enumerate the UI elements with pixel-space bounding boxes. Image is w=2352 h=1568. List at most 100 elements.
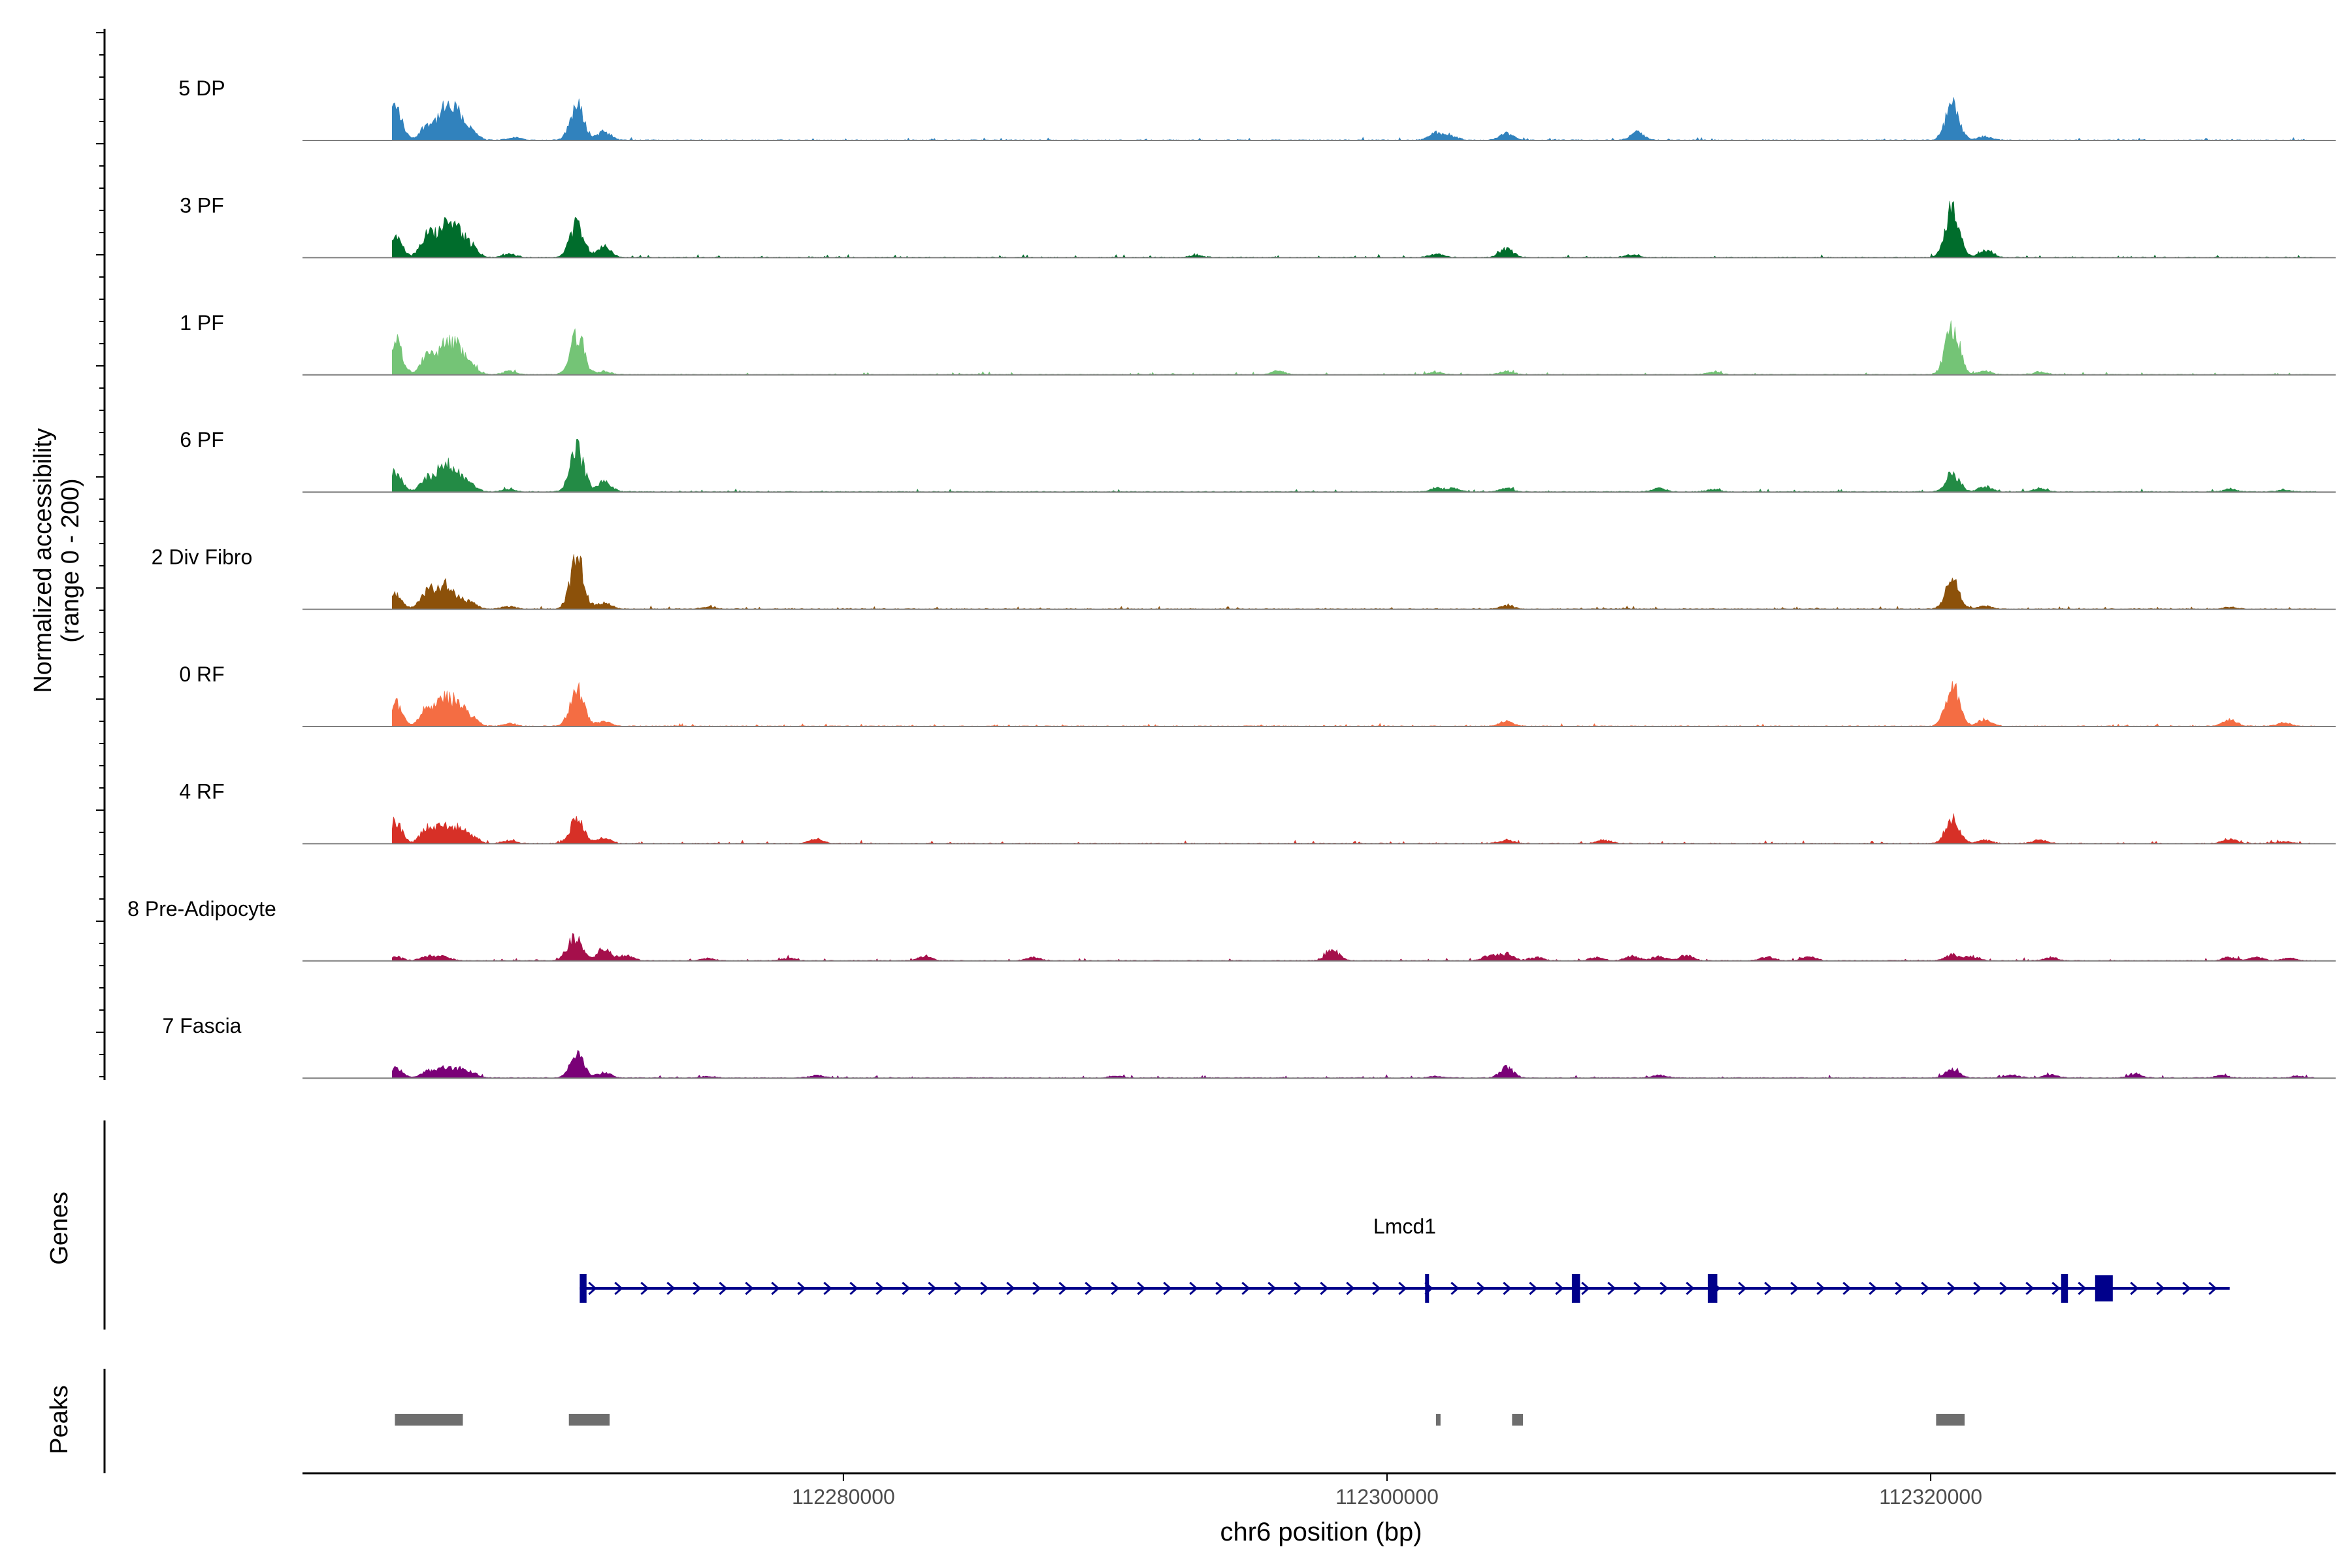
x-tick-label: 112320000	[1879, 1485, 1982, 1509]
strand-arrow	[1372, 1281, 1381, 1296]
strand-arrow	[1085, 1281, 1094, 1296]
strand-arrow	[1032, 1281, 1041, 1296]
strand-arrow	[1294, 1281, 1303, 1296]
strand-arrow	[1450, 1281, 1460, 1296]
strand-arrow	[1398, 1281, 1407, 1296]
gene-name-label: Lmcd1	[1373, 1215, 1436, 1238]
peak-region	[395, 1414, 463, 1426]
peak-region	[1512, 1414, 1524, 1426]
coverage-area	[392, 1049, 2317, 1079]
peak-region	[1435, 1414, 1441, 1426]
strand-arrow	[2025, 1281, 2034, 1296]
strand-arrow	[2051, 1281, 2061, 1296]
strand-arrow	[1764, 1281, 1773, 1296]
strand-arrow	[2078, 1281, 2087, 1296]
coverage-area	[392, 201, 2317, 258]
track-0-rf: 0 RF	[179, 662, 2336, 727]
strand-arrow	[2208, 1281, 2217, 1296]
exon	[2061, 1274, 2068, 1303]
y-axis	[96, 29, 106, 1080]
strand-arrow	[902, 1281, 911, 1296]
strand-arrow	[1816, 1281, 1825, 1296]
strand-arrow	[745, 1281, 754, 1296]
strand-arrow	[2182, 1281, 2191, 1296]
coverage-area	[392, 681, 2317, 727]
coverage-area	[392, 813, 2317, 844]
strand-arrow	[1869, 1281, 1878, 1296]
strand-arrow	[588, 1281, 597, 1296]
x-tick-label: 112300000	[1335, 1485, 1439, 1509]
track-label: 5 DP	[178, 76, 225, 100]
track-label: 4 RF	[179, 779, 224, 803]
exon	[1571, 1274, 1580, 1303]
genes-panel: Lmcd1	[103, 1120, 2230, 1330]
coverage-area	[392, 438, 2317, 493]
strand-arrow	[1921, 1281, 1930, 1296]
track-4-rf: 4 RF	[179, 779, 2336, 845]
exon	[1425, 1274, 1429, 1303]
exon	[1707, 1274, 1718, 1303]
coverage-area	[392, 933, 2317, 962]
track-label: 0 RF	[179, 662, 224, 686]
coverage-area	[392, 320, 2317, 376]
strand-arrow	[719, 1281, 728, 1296]
strand-arrow	[1529, 1281, 1538, 1296]
strand-arrow	[1607, 1281, 1616, 1296]
strand-arrow	[1477, 1281, 1486, 1296]
strand-arrow	[1058, 1281, 1068, 1296]
strand-arrow	[1659, 1281, 1669, 1296]
y-axis-title: Normalized accessibility	[29, 428, 57, 693]
track-label: 1 PF	[180, 311, 224, 335]
coverage-area	[392, 554, 2317, 610]
strand-arrow	[1320, 1281, 1329, 1296]
track-7-fascia: 7 Fascia	[163, 1014, 2336, 1079]
track-label: 2 Div Fibro	[152, 546, 253, 569]
exon	[2095, 1275, 2113, 1301]
track-8-pre-adipocyte: 8 Pre-Adipocyte	[127, 897, 2336, 962]
strand-arrow	[1895, 1281, 1904, 1296]
strand-arrow	[640, 1281, 649, 1296]
strand-arrow	[1006, 1281, 1015, 1296]
strand-arrow	[980, 1281, 989, 1296]
genes-panel-label: Genes	[46, 1192, 73, 1265]
strand-arrow	[875, 1281, 885, 1296]
strand-arrow	[1686, 1281, 1695, 1296]
strand-arrow	[797, 1281, 806, 1296]
strand-arrow	[954, 1281, 963, 1296]
strand-arrow	[1633, 1281, 1642, 1296]
track-3-pf: 3 PF	[180, 193, 2336, 259]
strand-arrow	[928, 1281, 937, 1296]
strand-arrow	[2130, 1281, 2139, 1296]
strand-arrow	[1215, 1281, 1224, 1296]
track-6-pf: 6 PF	[180, 428, 2336, 493]
track-label: 7 Fascia	[163, 1014, 242, 1037]
strand-arrow	[2156, 1281, 2165, 1296]
peaks-panel	[103, 1369, 1965, 1473]
strand-arrow	[1503, 1281, 1512, 1296]
strand-arrow	[1267, 1281, 1277, 1296]
track-label: 6 PF	[180, 428, 224, 451]
peaks-panel-label: Peaks	[46, 1385, 73, 1454]
strand-arrow	[1842, 1281, 1852, 1296]
strand-arrow	[849, 1281, 858, 1296]
track-1-pf: 1 PF	[180, 311, 2336, 376]
strand-arrow	[1999, 1281, 2008, 1296]
strand-arrow	[1111, 1281, 1120, 1296]
x-tick-label: 112280000	[792, 1485, 895, 1509]
strand-arrow	[1189, 1281, 1198, 1296]
strand-arrow	[1241, 1281, 1250, 1296]
strand-arrow	[1137, 1281, 1146, 1296]
strand-arrow	[693, 1281, 702, 1296]
strand-arrow	[1581, 1281, 1590, 1296]
tracks-layer: 5 DP 3 PF 1 PF 6 PF 2 Div Fibro 0 RF 4 RF 8 Pre…	[127, 76, 2336, 1079]
coverage-area	[392, 97, 2317, 141]
track-label: 8 Pre-Adipocyte	[127, 897, 276, 921]
exon	[580, 1274, 587, 1303]
strand-arrow	[1346, 1281, 1355, 1296]
peak-region	[1936, 1414, 1965, 1426]
x-axis: 112280000 112300000 112320000	[302, 1472, 2336, 1509]
strand-arrow	[1163, 1281, 1172, 1296]
strand-arrow	[614, 1281, 623, 1296]
